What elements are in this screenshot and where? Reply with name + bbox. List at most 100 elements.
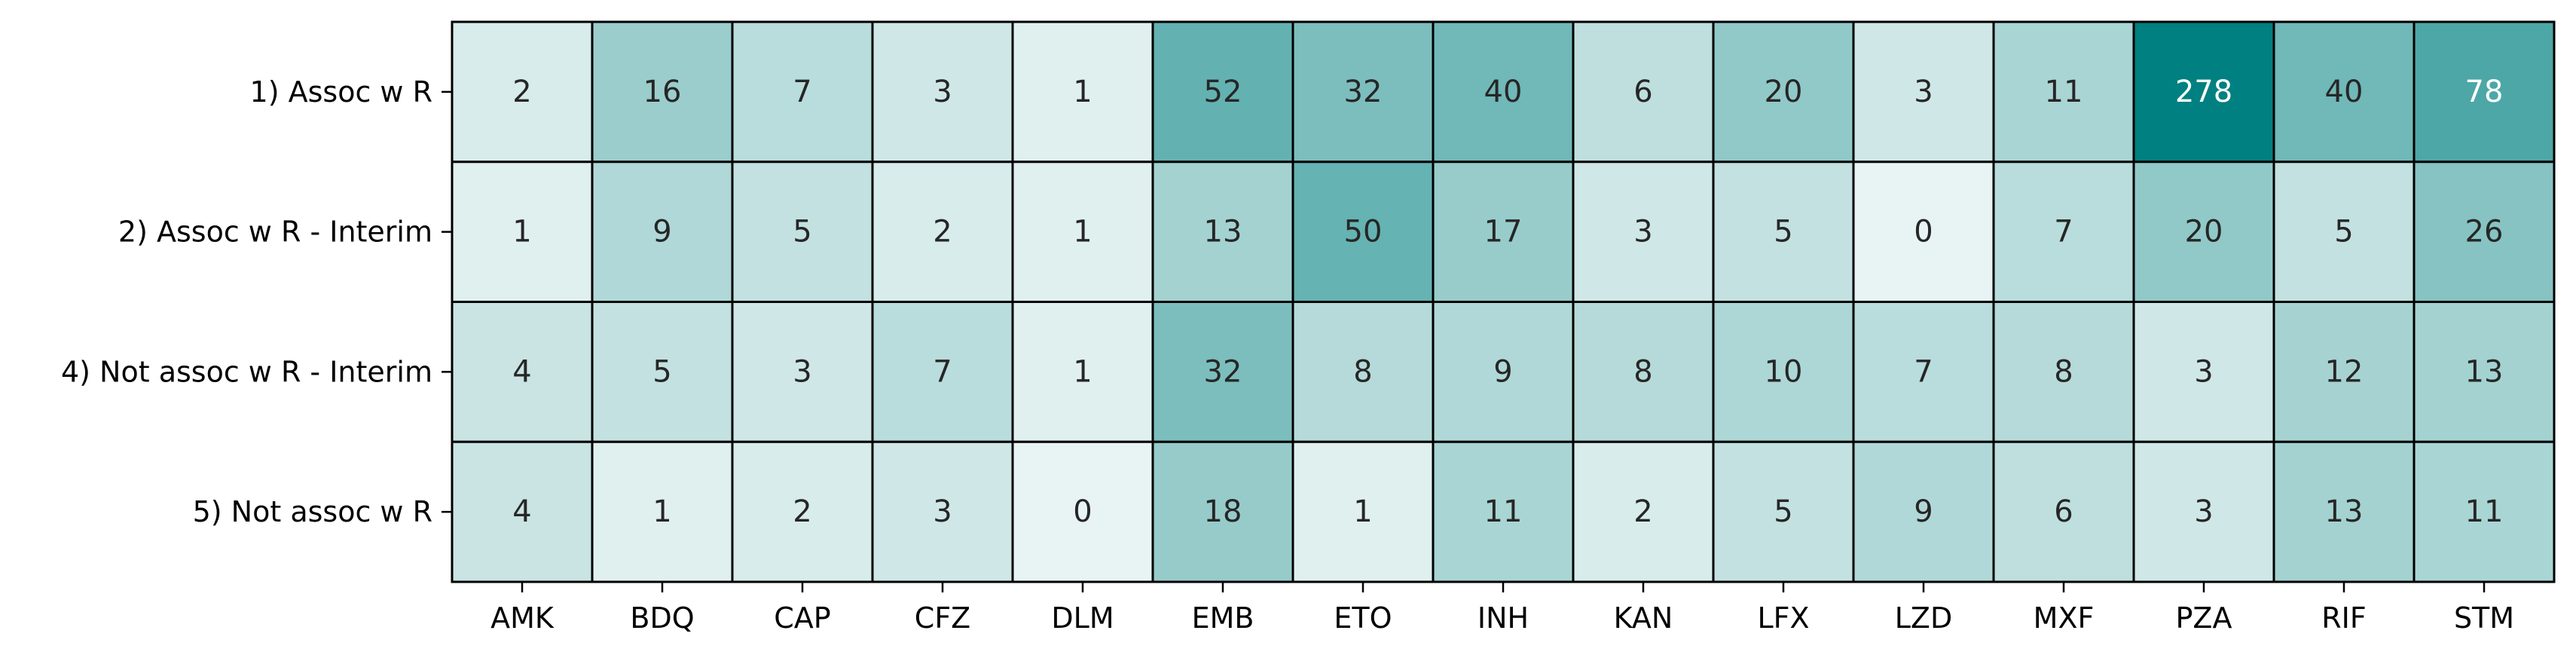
heatmap-cell	[1992, 301, 2135, 443]
cell-value-label: 6	[1633, 75, 1652, 109]
heatmap-cell	[1011, 161, 1154, 303]
heatmap-cell	[1291, 161, 1435, 303]
x-tick-label: LFX	[1757, 601, 1809, 635]
heatmap-cell	[871, 440, 1014, 583]
x-tick-label: CAP	[774, 601, 830, 635]
cell-value-label: 13	[2325, 494, 2364, 529]
x-tick-label: LZD	[1895, 601, 1952, 635]
cell-value-label: 2	[933, 215, 952, 249]
heatmap-cell	[1011, 440, 1154, 583]
cell-value-label: 5	[1774, 215, 1792, 249]
cell-value-label: 8	[1633, 354, 1652, 389]
cell-value-label: 26	[2465, 215, 2504, 249]
heatmap-cell	[1852, 440, 1995, 583]
heatmap-cell	[1992, 161, 2135, 303]
cell-value-label: 11	[2045, 75, 2083, 109]
heatmap-cell	[451, 440, 594, 583]
cell-value-label: 20	[1765, 75, 1803, 109]
cell-value-label: 12	[2325, 354, 2364, 389]
heatmap-cell	[1432, 161, 1575, 303]
heatmap-cell	[591, 440, 734, 583]
heatmap-cell	[2272, 440, 2416, 583]
cell-value-label: 3	[933, 75, 952, 109]
cell-value-label: 2	[793, 494, 811, 529]
heatmap-cell	[1712, 161, 1855, 303]
heatmap-cell	[451, 301, 594, 443]
y-tick-label: 2) Assoc w R - Interim	[118, 216, 432, 249]
cell-value-label: 0	[1914, 215, 1933, 249]
y-tick-label: 5) Not assoc w R	[193, 495, 432, 528]
cell-value-label: 7	[933, 354, 952, 389]
plot-border	[451, 20, 2556, 583]
cell-value-label: 7	[793, 75, 811, 109]
cell-value-label: 3	[1914, 75, 1933, 109]
cell-value-label: 0	[1073, 494, 1092, 529]
heatmap-cell	[2272, 161, 2416, 303]
cell-value-label: 3	[933, 494, 952, 529]
cell-value-label: 1	[512, 215, 531, 249]
cell-value-label: 9	[1493, 354, 1512, 389]
cell-value-label: 5	[793, 215, 811, 249]
y-tick-label: 4) Not assoc w R - Interim	[61, 355, 432, 388]
cell-value-label: 4	[512, 494, 531, 529]
heatmap-cell	[2132, 161, 2275, 303]
cell-value-labels: 2 16 7 3 1 52 32 40 6 20 3 11 278 40 781 9 5 2 1 13 50 17 3 5 0 7…	[512, 75, 2503, 529]
heatmap-cell	[1432, 440, 1575, 583]
heatmap-cell	[451, 20, 594, 164]
heatmap-cell	[591, 20, 734, 164]
cell-value-label: 1	[1073, 75, 1092, 109]
x-tick-label: MXF	[2034, 601, 2095, 635]
heatmap-cell	[1151, 440, 1294, 583]
cell-value-label: 78	[2465, 75, 2504, 109]
heatmap-cell	[1151, 161, 1294, 303]
heatmap-cells	[451, 20, 2556, 583]
x-tick-label: DLM	[1051, 601, 1114, 635]
cell-value-label: 1	[652, 494, 671, 529]
cell-value-label: 32	[1204, 354, 1242, 389]
cell-value-label: 8	[1353, 354, 1372, 389]
heatmap-cell	[1291, 301, 1435, 443]
cell-value-label: 3	[1633, 215, 1652, 249]
cell-value-label: 5	[2334, 215, 2353, 249]
cell-value-label: 32	[1344, 75, 1383, 109]
heatmap-cell	[731, 440, 874, 583]
cell-value-label: 40	[1484, 75, 1523, 109]
cell-value-label: 3	[793, 354, 811, 389]
cell-value-label: 5	[652, 354, 671, 389]
x-tick-label: ETO	[1334, 601, 1392, 635]
y-tick-label: 1) Assoc w R	[250, 75, 432, 109]
cell-value-label: 50	[1344, 215, 1383, 249]
x-tick-label: BDQ	[630, 601, 694, 635]
cell-value-label: 7	[2054, 215, 2073, 249]
plot-frame	[451, 20, 2556, 583]
cell-value-label: 20	[2185, 215, 2223, 249]
heatmap-cell	[591, 161, 734, 303]
heatmap-cell	[1572, 301, 1715, 443]
heatmap-cell	[731, 161, 874, 303]
cell-value-label: 4	[512, 354, 531, 389]
cell-value-label: 1	[1073, 354, 1092, 389]
cell-value-label: 1	[1353, 494, 1372, 529]
cell-value-label: 18	[1204, 494, 1242, 529]
heatmap-cell	[2413, 301, 2556, 443]
cell-value-label: 3	[2194, 494, 2213, 529]
cell-value-label: 52	[1204, 75, 1242, 109]
cell-value-label: 10	[1765, 354, 1803, 389]
heatmap-cell	[1151, 20, 1294, 164]
cell-value-label: 13	[2465, 354, 2504, 389]
x-tick-label: CFZ	[915, 601, 970, 635]
x-tick-label: RIF	[2321, 601, 2366, 635]
cell-value-label: 1	[1073, 215, 1092, 249]
cell-value-label: 17	[1484, 215, 1523, 249]
heatmap-cell	[871, 161, 1014, 303]
cell-value-label: 6	[2054, 494, 2073, 529]
cell-value-label: 9	[1914, 494, 1933, 529]
heatmap-cell	[1432, 20, 1575, 164]
cell-value-label: 2	[512, 75, 531, 109]
x-tick-label: KAN	[1614, 601, 1673, 635]
x-tick-label: STM	[2454, 601, 2514, 635]
x-tick-label: PZA	[2176, 601, 2232, 635]
heatmap-cell	[2132, 301, 2275, 443]
